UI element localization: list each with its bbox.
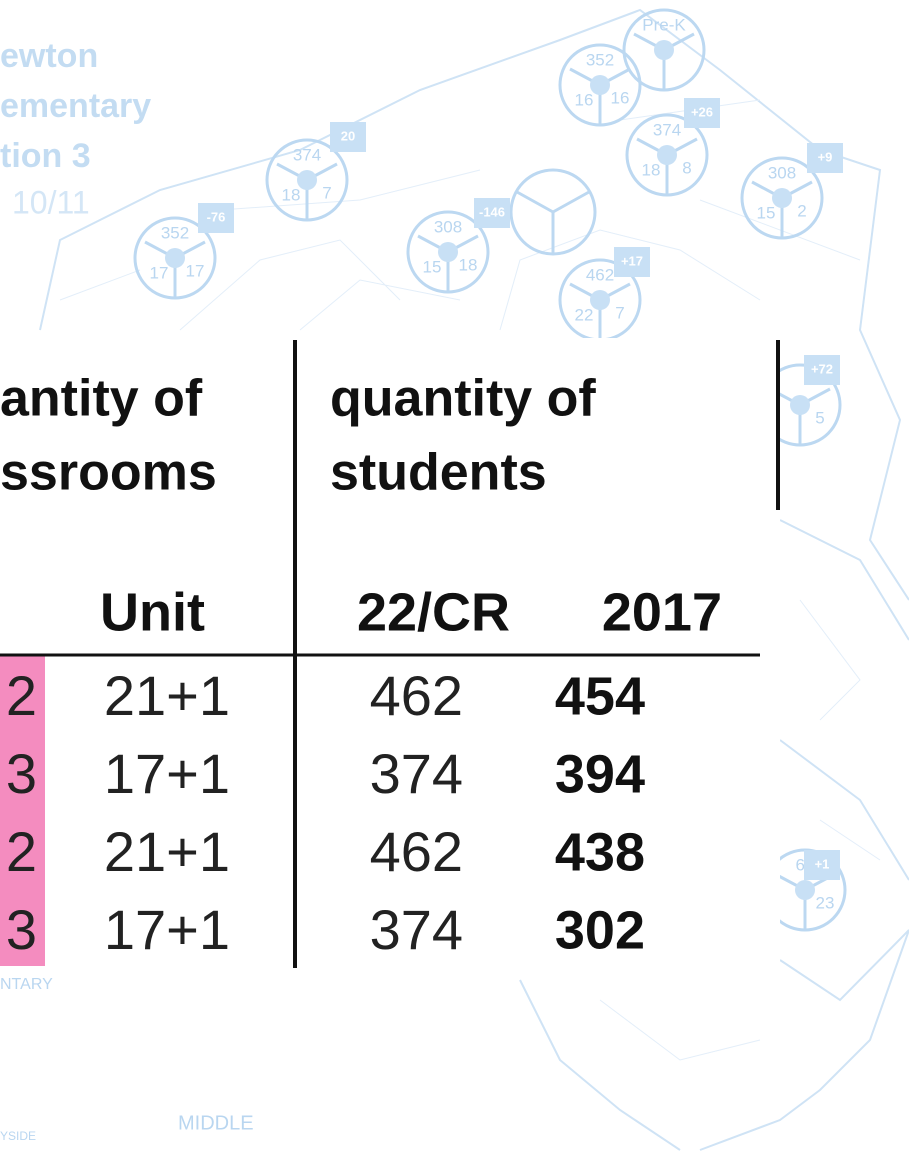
marker-center	[590, 75, 610, 95]
title-line: ementary	[0, 87, 151, 125]
cell-bold: 438	[555, 822, 645, 882]
map-label: MIDDLE	[178, 1112, 254, 1134]
marker-center	[657, 145, 677, 165]
sub-header: 22/CR	[357, 582, 510, 642]
marker-left: 18	[282, 185, 301, 204]
marker-badge-text: -76	[207, 209, 226, 224]
map-label: NTARY	[0, 976, 53, 993]
marker-center	[297, 170, 317, 190]
marker-spokes	[516, 190, 590, 254]
marker-badge-text: +17	[621, 253, 643, 268]
marker-badge	[684, 98, 720, 128]
marker-badge	[804, 850, 840, 880]
marker-right: 17	[186, 261, 205, 280]
marker-left: 15	[757, 203, 776, 222]
header: ewton ementary tion 3 10/11	[0, 37, 151, 220]
map-label: YSIDE	[0, 1129, 36, 1143]
marker-left: 22	[575, 305, 594, 324]
marker-center	[795, 880, 815, 900]
marker-badge-text: +9	[818, 149, 833, 164]
marker-left: 15	[423, 257, 442, 276]
map-labels: NTARY MIDDLE YSIDE	[0, 976, 254, 1143]
cell: 3	[6, 742, 37, 805]
marker-count: 308	[768, 163, 796, 182]
marker-badge	[330, 122, 366, 152]
cell: 2	[6, 664, 37, 727]
marker-count: 352	[161, 223, 189, 242]
marker-badge-text: 20	[341, 128, 355, 143]
marker-badge-text: -146	[479, 204, 505, 219]
marker-count: 374	[293, 145, 321, 164]
cell: 17+1	[104, 898, 230, 961]
marker-center	[165, 248, 185, 268]
marker-right: 2	[797, 201, 806, 220]
cell: 2	[6, 820, 37, 883]
title-date: 10/11	[12, 184, 90, 220]
marker-center	[790, 395, 810, 415]
marker-badge-text: +26	[691, 104, 713, 119]
marker-right: 18	[459, 255, 478, 274]
cell: 21+1	[104, 820, 230, 883]
cell: 374	[370, 898, 463, 961]
marker-right: 7	[615, 303, 624, 322]
marker-badge	[614, 247, 650, 277]
cell-bold: 394	[555, 744, 645, 804]
cell: 3	[6, 898, 37, 961]
title-line: tion 3	[0, 137, 91, 175]
marker-badge	[807, 143, 843, 173]
sub-header: Unit	[100, 582, 205, 642]
marker-center	[654, 40, 674, 60]
group-header: students	[330, 444, 547, 502]
marker-left: 18	[642, 160, 661, 179]
marker-right: 16	[611, 88, 630, 107]
group-header: quantity of	[330, 370, 596, 428]
marker-count: 352	[586, 50, 614, 69]
cell: 21+1	[104, 664, 230, 727]
cell-bold: 302	[555, 900, 645, 960]
group-header: ssrooms	[0, 444, 217, 502]
marker-count: 308	[434, 217, 462, 236]
marker-badge	[474, 198, 510, 228]
marker-right: 7	[322, 183, 331, 202]
marker-badge-text: +1	[815, 856, 830, 871]
marker-badge-text: +72	[811, 361, 833, 376]
marker-center	[438, 242, 458, 262]
title-line: ewton	[0, 37, 98, 75]
marker-count: 462	[586, 265, 614, 284]
marker-badge	[198, 203, 234, 233]
table: antity of ssrooms quantity of students Unit 2…	[0, 370, 722, 961]
marker-right: 8	[682, 158, 691, 177]
sub-header: 2017	[602, 582, 722, 642]
marker-count: Pre-K	[642, 15, 686, 34]
marker-count: 374	[653, 120, 681, 139]
cell: 17+1	[104, 742, 230, 805]
marker-left: 17	[150, 263, 169, 282]
cell: 462	[370, 820, 463, 883]
cell-bold: 454	[555, 666, 645, 726]
marker-left: 16	[575, 90, 594, 109]
cell: 462	[370, 664, 463, 727]
marker-center	[772, 188, 792, 208]
marker-center	[590, 290, 610, 310]
map-markers: Pre-K 352 16 16 374 18 8 +26 308 15 2 +9 374 18 7 20 352…	[133, 8, 847, 932]
group-header: antity of	[0, 370, 203, 428]
highlight-column	[0, 656, 45, 966]
marker-badge	[804, 355, 840, 385]
marker-right: 23	[816, 893, 835, 912]
marker-right: 5	[815, 408, 824, 427]
cell: 374	[370, 742, 463, 805]
